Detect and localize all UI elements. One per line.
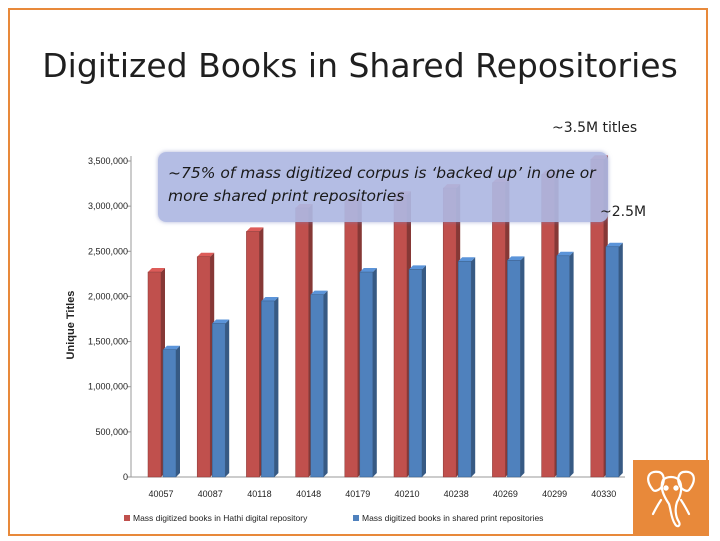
callout-box xyxy=(158,152,608,222)
bar-shared xyxy=(408,269,423,478)
bar-side xyxy=(569,251,574,477)
bar-top xyxy=(197,252,215,257)
bar-shared xyxy=(359,271,374,478)
bar-top xyxy=(212,319,230,324)
y-tick-label: 1,500,000 xyxy=(88,337,128,347)
bar-top xyxy=(310,290,328,295)
bar-top xyxy=(507,256,525,261)
legend-swatch xyxy=(353,515,359,521)
legend-swatch xyxy=(124,515,130,521)
bar-side xyxy=(274,296,279,477)
bar-hathi xyxy=(295,207,309,478)
bar-side xyxy=(225,319,230,477)
bar-shared xyxy=(310,294,324,478)
legend-label: Mass digitized books in Hathi digital re… xyxy=(133,513,308,523)
x-tick-label: 40087 xyxy=(198,489,223,499)
bar-top xyxy=(556,251,574,256)
bar-shared xyxy=(457,260,472,478)
bar-top xyxy=(409,265,426,270)
y-tick-label: 0 xyxy=(123,472,128,482)
bar-top xyxy=(605,242,623,247)
x-tick-label: 40330 xyxy=(591,489,616,499)
bar-side xyxy=(422,265,426,477)
bar-shared xyxy=(556,255,570,478)
bar-hathi xyxy=(344,201,359,478)
x-tick-label: 40210 xyxy=(394,489,419,499)
x-tick-label: 40118 xyxy=(247,489,271,499)
y-tick-label: 1,000,000 xyxy=(88,382,128,392)
y-tick-label: 3,500,000 xyxy=(88,156,128,166)
bar-shared xyxy=(162,349,177,478)
bar-hathi xyxy=(246,231,260,478)
y-axis-title: Unique Titles xyxy=(65,291,77,360)
bar-hathi xyxy=(492,182,506,478)
bar-hathi xyxy=(442,187,457,478)
bar-hathi xyxy=(393,195,408,478)
bar-side xyxy=(618,242,623,477)
bar-top xyxy=(359,268,377,273)
slide-frame xyxy=(8,8,708,536)
legend-label: Mass digitized books in shared print rep… xyxy=(362,513,543,523)
bar-hathi xyxy=(196,256,211,478)
bar-side xyxy=(372,268,377,477)
slide-title: Digitized Books in Shared Repositories xyxy=(42,46,678,85)
annotation-right: ~2.5M xyxy=(600,204,647,220)
bar-shared xyxy=(261,300,275,478)
bar-top xyxy=(458,257,476,262)
x-tick-label: 40238 xyxy=(444,489,469,499)
elephant-icon xyxy=(647,470,695,528)
bar-shared xyxy=(605,246,620,478)
annotation-top: ~3.5M titles xyxy=(552,120,638,136)
bar-side xyxy=(471,257,476,477)
y-tick-label: 500,000 xyxy=(95,427,128,437)
y-tick-label: 2,500,000 xyxy=(88,246,128,256)
bar-shared xyxy=(507,260,521,478)
bar-top xyxy=(163,345,180,350)
x-tick-label: 40269 xyxy=(493,489,518,499)
elephant-logo xyxy=(633,460,709,536)
x-tick-label: 40179 xyxy=(345,489,370,499)
bar-top xyxy=(261,296,279,301)
x-tick-label: 40057 xyxy=(148,489,173,499)
bar-side xyxy=(323,290,328,477)
x-tick-label: 40148 xyxy=(296,489,321,499)
bar-top xyxy=(148,268,165,273)
y-tick-label: 3,000,000 xyxy=(88,201,128,211)
bar-side xyxy=(520,256,525,477)
callout-text: ~75% of mass digitized corpus is ‘backed… xyxy=(168,164,596,205)
bar-side xyxy=(176,345,180,477)
bar-top xyxy=(246,227,264,232)
bar-shared xyxy=(211,323,226,478)
bar-hathi xyxy=(147,271,162,478)
y-tick-label: 2,000,000 xyxy=(88,291,128,301)
x-tick-label: 40299 xyxy=(542,489,567,499)
